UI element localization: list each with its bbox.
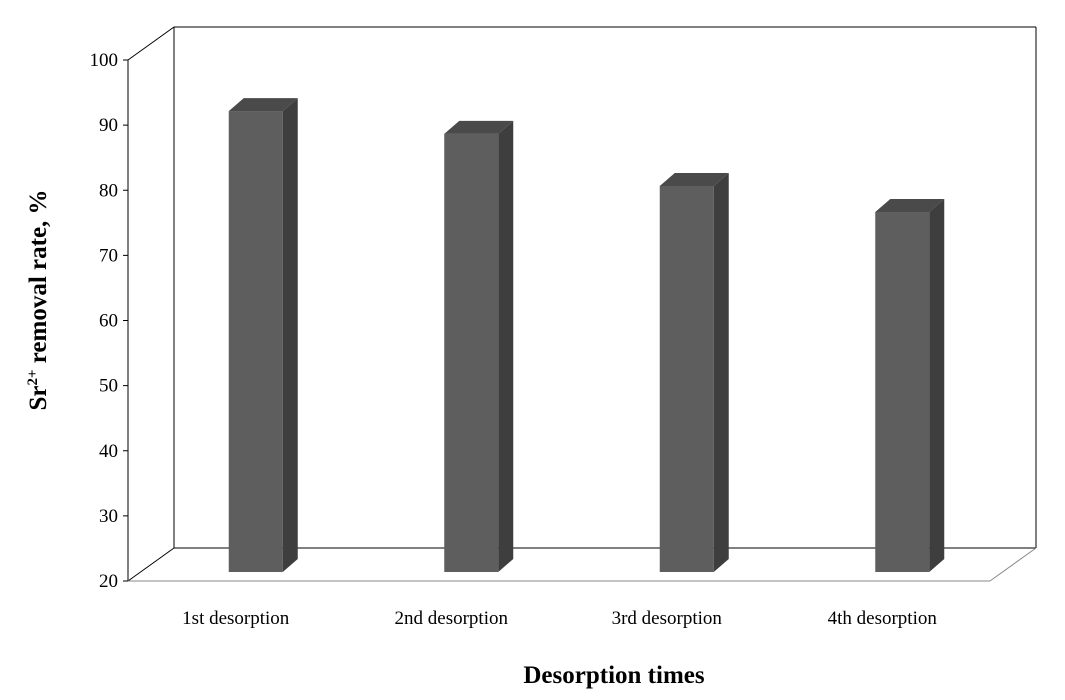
bar xyxy=(659,172,729,572)
y-tick-label: 100 xyxy=(90,50,119,71)
y-tick-label: 50 xyxy=(99,376,118,397)
y-tick-label: 70 xyxy=(99,245,118,266)
bar xyxy=(875,199,945,573)
y-tick-label: 30 xyxy=(99,506,118,527)
y-axis-title-rest: removal rate, % xyxy=(25,189,52,369)
y-axis-title-superscript: 2+ xyxy=(25,369,41,385)
bar-top-face xyxy=(875,199,945,213)
bar-front-face xyxy=(659,185,714,572)
x-category-label: 1st desorption xyxy=(182,608,290,629)
floor-left-edge xyxy=(127,547,175,582)
bar-front-face xyxy=(228,111,283,572)
x-category-label: 2nd desorption xyxy=(395,608,509,629)
bar-side-face xyxy=(498,120,514,573)
x-category-label: 3rd desorption xyxy=(612,608,723,629)
bar-front-face xyxy=(444,133,499,572)
bar-top-face xyxy=(444,120,514,134)
bar-side-face xyxy=(713,172,729,572)
bar-top-face xyxy=(228,98,298,112)
floor-right-edge xyxy=(989,547,1037,582)
bar-top-face xyxy=(659,172,729,186)
y-axis-ticks: 20 30 40 50 60 70 80 90 100 xyxy=(90,50,128,592)
y-axis-title-main: Sr xyxy=(25,386,52,411)
bar-group xyxy=(228,98,945,573)
y-tick-label: 90 xyxy=(99,115,118,136)
y-tick-label: 80 xyxy=(99,180,118,201)
y-tick-label: 60 xyxy=(99,311,118,332)
bar-side-face xyxy=(929,199,945,573)
bar xyxy=(444,120,514,573)
x-axis-categories: 1st desorption 2nd desorption 3rd desorpti… xyxy=(182,608,937,629)
bar-front-face xyxy=(875,212,930,573)
bar-side-face xyxy=(282,98,298,572)
x-category-label: 4th desorption xyxy=(828,608,938,629)
y-axis-title: Sr2+ removal rate, % xyxy=(25,189,52,410)
y-tick-label: 40 xyxy=(99,441,118,462)
bar xyxy=(228,98,298,572)
x-axis-title: Desorption times xyxy=(523,662,704,689)
wall-top-left-edge xyxy=(127,26,175,61)
y-tick-label: 20 xyxy=(99,571,118,592)
